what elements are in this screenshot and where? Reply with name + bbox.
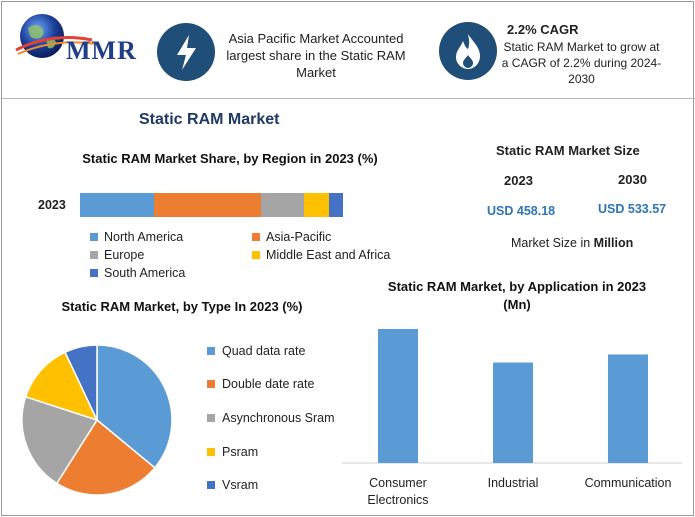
pie-slice-double-date-rate (55, 418, 156, 496)
application-tick-label-consumer-electronics: Consumer Electronics (367, 476, 429, 507)
legend-label: Vsram (222, 478, 259, 492)
legend-label: Asynchronous Sram (222, 411, 335, 425)
legend-label: Psram (222, 445, 259, 459)
header-info-asia-pacific: Asia Pacific Market Accounted largest sh… (226, 31, 406, 80)
header-divider (2, 98, 695, 99)
application-tick-label-industrial: Industrial (487, 476, 539, 490)
application-bar-chart (342, 329, 682, 464)
region-bar-category-label: 2023 (38, 198, 66, 212)
region-legend-item-middle-east-and-africa: Middle East and Africa (252, 248, 390, 262)
type-legend-item-vsram: Vsram (207, 478, 258, 492)
legend-swatch (207, 347, 215, 355)
market-size-year-2030: 2030 (618, 172, 647, 187)
legend-label: Quad data rate (222, 344, 306, 358)
type-pie-chart (21, 344, 173, 496)
lightning-icon (157, 23, 215, 81)
pie-slice-vsram (64, 344, 98, 421)
region-bar-segment-middle-east-and-africa (303, 193, 329, 217)
region-chart-title: Static RAM Market Share, by Region in 20… (82, 151, 378, 166)
market-size-value-2030: USD 533.57 (598, 202, 667, 216)
type-legend-item-psram: Psram (207, 445, 258, 459)
market-size-title: Static RAM Market Size (496, 143, 640, 158)
flame-icon (439, 22, 497, 80)
market-size-note: Market Size in Million (511, 236, 633, 250)
region-bar-segment-asia-pacific (153, 193, 262, 217)
cagr-title: 2.2% CAGR (507, 22, 579, 37)
region-legend-item-north-america: North America (90, 230, 183, 244)
legend-swatch (207, 414, 215, 422)
type-legend-item-double-date-rate: Double date rate (207, 377, 314, 391)
legend-swatch (207, 448, 215, 456)
legend-swatch (90, 269, 98, 277)
legend-swatch (207, 481, 215, 489)
application-bar-consumer-electronics (378, 329, 418, 463)
globe-icon (15, 14, 97, 58)
region-stacked-bar (80, 193, 343, 217)
type-legend-item-asynchronous-sram: Asynchronous Sram (207, 411, 335, 425)
cagr-text: Static RAM Market to grow at a CAGR of 2… (501, 40, 662, 86)
application-bar-industrial (493, 362, 533, 463)
legend-swatch (207, 380, 215, 388)
region-legend-item-europe: Europe (90, 248, 144, 262)
type-legend-item-quad-data-rate: Quad data rate (207, 344, 305, 358)
legend-label: South America (104, 266, 186, 280)
market-size-note-unit: Million (593, 236, 634, 250)
legend-label: Europe (104, 248, 145, 262)
legend-label: Middle East and Africa (266, 248, 391, 262)
legend-swatch (252, 251, 260, 259)
legend-swatch (90, 233, 98, 241)
market-size-note-prefix: Market Size in (511, 236, 594, 250)
pie-slice-asynchronous-sram (21, 395, 99, 485)
logo-text: MMR (66, 36, 137, 65)
type-chart-title: Static RAM Market, by Type In 2023 (%) (61, 299, 303, 314)
legend-swatch (90, 251, 98, 259)
region-bar-segment-south-america (328, 193, 343, 217)
market-size-value-2023: USD 458.18 (487, 204, 556, 218)
region-bar-segment-north-america (80, 193, 154, 217)
application-tick-label-communication: Communication (584, 476, 672, 490)
region-legend-item-south-america: South America (90, 266, 185, 280)
pie-slice-quad-data-rate (96, 344, 173, 469)
page-title: Static RAM Market (139, 111, 280, 128)
market-size-year-2023: 2023 (504, 173, 533, 188)
legend-label: North America (104, 230, 184, 244)
region-legend-item-asia-pacific: Asia-Pacific (252, 230, 331, 244)
pie-slice-psram (24, 351, 99, 422)
application-bar-communication (608, 354, 648, 463)
logo: MMR (12, 10, 142, 66)
legend-swatch (252, 233, 260, 241)
application-chart-title: Static RAM Market, by Application in 202… (387, 279, 647, 312)
legend-label: Double date rate (222, 377, 315, 391)
legend-label: Asia-Pacific (266, 230, 332, 244)
region-bar-segment-europe (261, 193, 304, 217)
